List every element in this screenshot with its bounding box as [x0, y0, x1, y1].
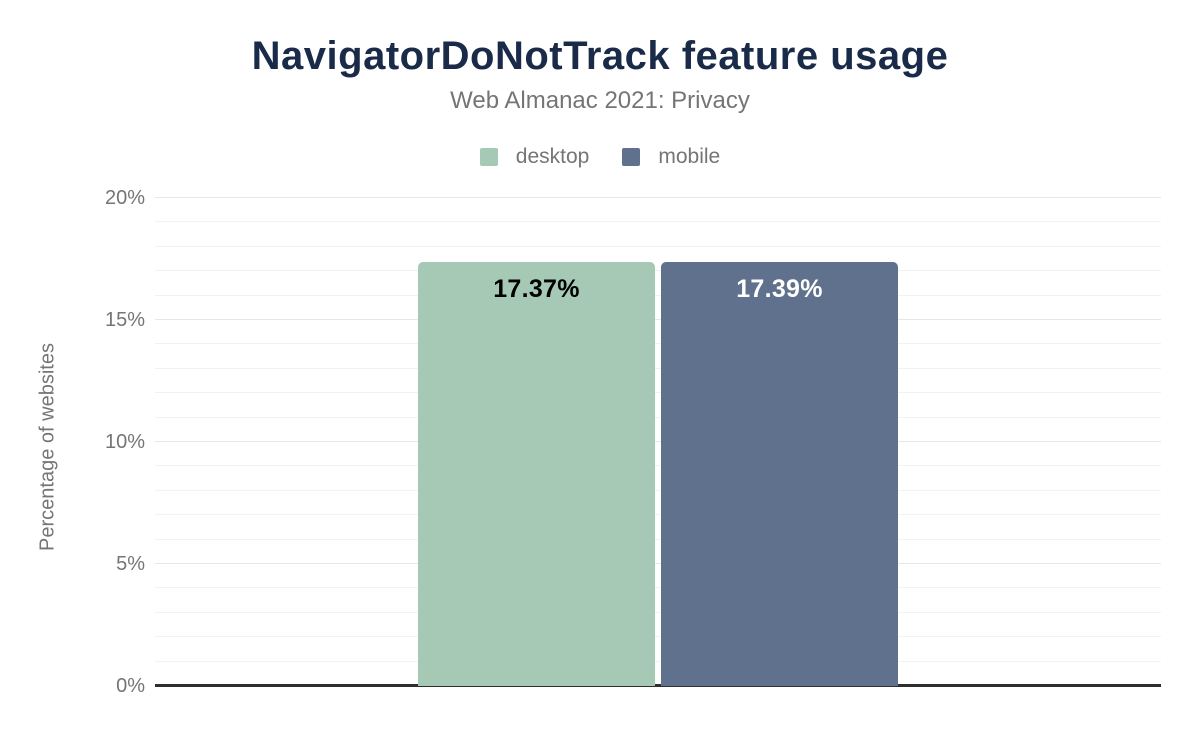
gridline-minor: [155, 489, 1161, 491]
legend-label-desktop: desktop: [515, 145, 590, 168]
y-tick-label: 10%: [104, 431, 145, 453]
legend: desktop mobile: [0, 145, 1200, 169]
gridline-minor: [155, 221, 1161, 223]
legend-item-desktop: desktop: [479, 145, 590, 169]
bar-mobile[interactable]: 17.39%: [661, 261, 898, 686]
y-tick-label: 0%: [116, 675, 145, 697]
gridline-minor: [155, 514, 1161, 516]
bar-value-label: 17.37%: [493, 275, 580, 304]
gridline-minor: [155, 343, 1161, 345]
legend-label-mobile: mobile: [658, 145, 721, 168]
chart-title: NavigatorDoNotTrack feature usage: [251, 34, 949, 78]
y-tick-label: 5%: [116, 553, 145, 575]
gridline-minor: [155, 611, 1161, 613]
gridline-major: [155, 319, 1161, 320]
gridline-major: [155, 441, 1161, 442]
bar-value-label: 17.39%: [736, 274, 823, 303]
gridline-minor: [155, 465, 1161, 467]
gridline-minor: [155, 270, 1161, 272]
plot-area: 17.37% 17.39%: [155, 197, 1161, 687]
gridline-minor: [155, 587, 1161, 589]
x-axis-line: [155, 684, 1161, 687]
bar-desktop[interactable]: 17.37%: [418, 262, 655, 686]
gridline-major: [155, 563, 1161, 564]
gridline-minor: [155, 245, 1161, 247]
y-tick-label: 20%: [104, 187, 145, 209]
gridline-minor: [155, 660, 1161, 662]
gridline-minor: [155, 392, 1161, 394]
gridline-minor: [155, 538, 1161, 540]
gridline-minor: [155, 367, 1161, 369]
legend-swatch-desktop: [479, 148, 498, 166]
chart-subtitle: Web Almanac 2021: Privacy: [450, 87, 750, 114]
legend-swatch-mobile: [622, 148, 641, 166]
legend-item-mobile: mobile: [622, 145, 720, 169]
gridline-minor: [155, 636, 1161, 638]
y-tick-label: 15%: [104, 309, 145, 331]
gridline-minor: [155, 416, 1161, 418]
gridline-major: [155, 197, 1161, 198]
gridline-minor: [155, 294, 1161, 296]
